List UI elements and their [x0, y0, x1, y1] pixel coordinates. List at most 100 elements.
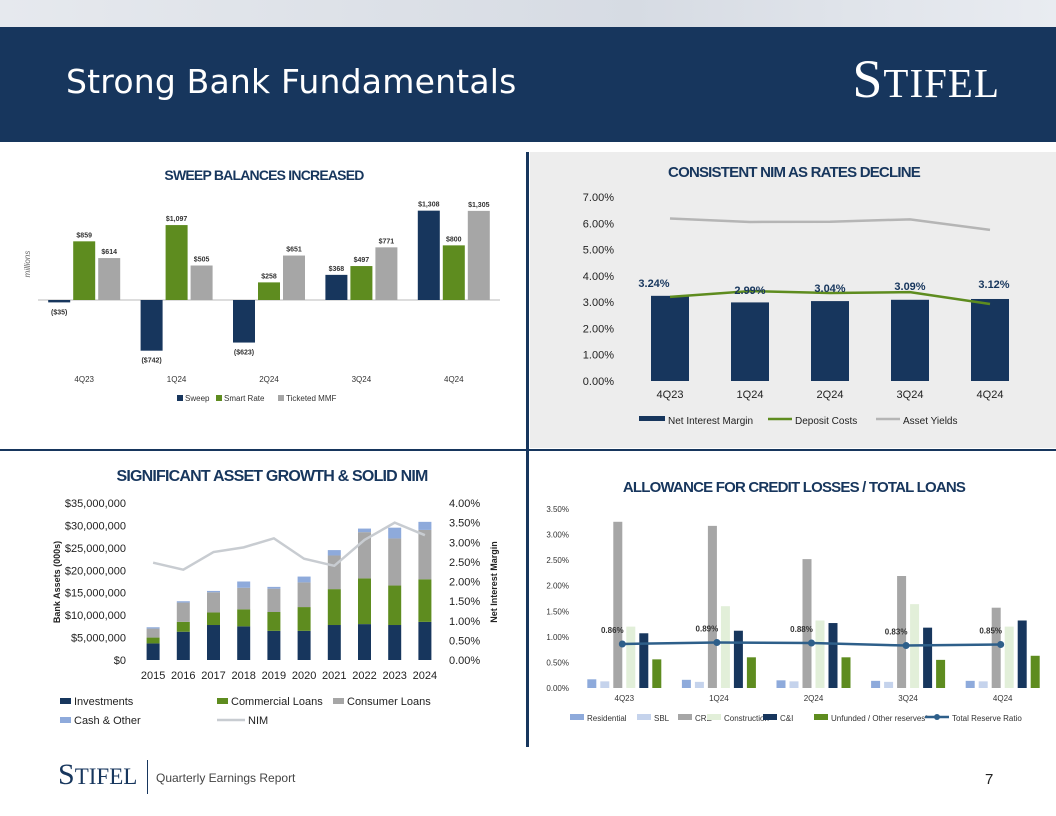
legend-swatch-consumer-loans — [333, 698, 344, 704]
legend-label: Consumer Loans — [347, 696, 431, 708]
bar-residential-4Q23 — [587, 679, 597, 688]
y-tick-label: 3.50% — [546, 505, 569, 514]
data-label: $1,097 — [166, 216, 188, 223]
bar-construction-1Q24 — [720, 606, 730, 688]
stifel-logo: STIFEL — [852, 48, 1000, 110]
bar-residential-2Q24 — [776, 680, 786, 688]
bar-commercial-loans-2019 — [267, 612, 281, 631]
bar-consumer-loans-2023 — [388, 538, 402, 586]
data-label: $505 — [194, 257, 210, 264]
legend-swatch-sweep — [177, 395, 183, 401]
bar-commercial-loans-2015 — [146, 637, 160, 644]
reserve-ratio-point-3Q24 — [902, 642, 910, 650]
legend-swatch-commercial-loans — [217, 698, 228, 704]
x-tick-label: 2020 — [292, 670, 316, 682]
data-label: 0.88% — [790, 625, 813, 634]
y-tick-label: $15,000,000 — [65, 588, 126, 600]
y2-tick-label: 3.50% — [449, 518, 480, 530]
bar-construction-4Q23 — [626, 626, 636, 688]
x-tick-label: 1Q24 — [709, 694, 729, 703]
bar-cash-other-2022 — [358, 528, 371, 533]
bar-commercial-loans-2020 — [297, 607, 311, 631]
bar-investments-2020 — [297, 630, 311, 660]
reserve-ratio-point-2Q24 — [808, 639, 815, 647]
y-tick-label: 3.00% — [583, 297, 614, 309]
bar-residential-3Q24 — [871, 680, 881, 688]
bar-ticketed-mmf-2Q24 — [283, 255, 305, 300]
footer-logo-initial: S — [58, 758, 75, 791]
nim-chart: CONSISTENT NIM AS RATES DECLINE 0.00% 1.00… — [583, 164, 1010, 427]
reserve-ratio-point-4Q23 — [618, 640, 626, 648]
reserve-ratio-point-1Q24 — [713, 638, 721, 646]
y-tick-label: 1.00% — [546, 633, 569, 642]
chart-title: ALLOWANCE FOR CREDIT LOSSES / TOTAL LOAN… — [623, 479, 966, 496]
bar-sweep-3Q24 — [325, 274, 348, 300]
data-label: 3.24% — [638, 278, 669, 290]
bar-investments-2023 — [388, 625, 402, 660]
bar-sbl-1Q24 — [694, 681, 704, 688]
bar-cash-other-2017 — [207, 590, 220, 593]
y-tick-label: $10,000,000 — [65, 610, 126, 622]
x-tick-label: 1Q24 — [167, 375, 187, 384]
legend-marker-total-reserve-ratio — [934, 714, 940, 720]
legend-swatch-residential — [570, 714, 584, 720]
bar-c-i-3Q24 — [923, 627, 933, 688]
bar-unfunded-other-reserves-2Q24 — [841, 657, 851, 688]
bar-sweep-2Q24 — [233, 300, 255, 343]
legend-swatch-cash-other — [60, 717, 71, 723]
legend-label: Sweep — [185, 394, 210, 403]
credit-loss-chart: ALLOWANCE FOR CREDIT LOSSES / TOTAL LOAN… — [546, 479, 1040, 723]
x-tick-label: 2023 — [382, 670, 406, 682]
y2-tick-label: 2.50% — [449, 557, 480, 569]
y-tick-label: 2.50% — [546, 556, 569, 565]
bar-residential-4Q24 — [965, 680, 975, 688]
x-tick-label: 2Q24 — [817, 389, 844, 401]
data-label: ($35) — [51, 309, 67, 316]
y-tick-label: 1.50% — [546, 607, 569, 616]
data-label: 0.85% — [979, 627, 1002, 636]
data-label: 0.86% — [601, 626, 624, 635]
bar-consumer-loans-2016 — [176, 602, 190, 622]
bar-commercial-loans-2018 — [237, 609, 251, 627]
x-tick-label: 1Q24 — [737, 389, 764, 401]
y-tick-label: 0.00% — [546, 684, 569, 693]
legend-label: Deposit Costs — [795, 416, 857, 427]
bar-cash-other-2016 — [176, 601, 190, 603]
data-label: $614 — [101, 249, 117, 256]
bar-commercial-loans-2024 — [418, 579, 432, 622]
footer-separator — [147, 760, 148, 794]
y2-tick-label: 0.00% — [449, 655, 480, 667]
bar-residential-1Q24 — [681, 679, 691, 688]
legend-label: NIM — [248, 715, 268, 727]
x-tick-label: 3Q24 — [898, 694, 918, 703]
logo-initial: S — [852, 49, 884, 109]
legend-label: Total Reserve Ratio — [952, 714, 1022, 723]
data-label: 3.04% — [814, 283, 845, 295]
page-title: Strong Bank Fundamentals — [66, 62, 517, 101]
bar-commercial-loans-2023 — [388, 585, 402, 626]
header-banner — [0, 27, 1056, 142]
bar-smart-rate-4Q23 — [73, 241, 96, 300]
bar-sweep-1Q24 — [140, 300, 163, 351]
x-tick-label: 2022 — [352, 670, 376, 682]
data-label: $800 — [446, 236, 462, 243]
data-label: ($623) — [234, 350, 254, 357]
x-tick-label: 2021 — [322, 670, 346, 682]
x-tick-label: 2Q24 — [804, 694, 824, 703]
legend-swatch-c-i — [763, 714, 777, 720]
bar-unfunded-other-reserves-4Q23 — [652, 659, 662, 688]
legend-swatch-net-interest-margin — [639, 416, 665, 421]
data-label: $497 — [354, 257, 370, 264]
x-tick-label: 3Q24 — [897, 389, 924, 401]
y-tick-label: 4.00% — [583, 271, 614, 283]
bar-investments-2015 — [146, 643, 160, 660]
bar-cash-other-2021 — [327, 550, 341, 556]
bar-c-i-4Q24 — [1017, 620, 1027, 688]
logo-rest: TIFEL — [883, 60, 1000, 106]
y2-tick-label: 1.50% — [449, 596, 480, 608]
bar-consumer-loans-2018 — [237, 587, 251, 610]
data-label: $1,308 — [418, 202, 440, 209]
bar-cre-2Q24 — [802, 559, 812, 688]
y2-tick-label: 4.00% — [449, 498, 480, 510]
x-tick-label: 2024 — [413, 670, 437, 682]
